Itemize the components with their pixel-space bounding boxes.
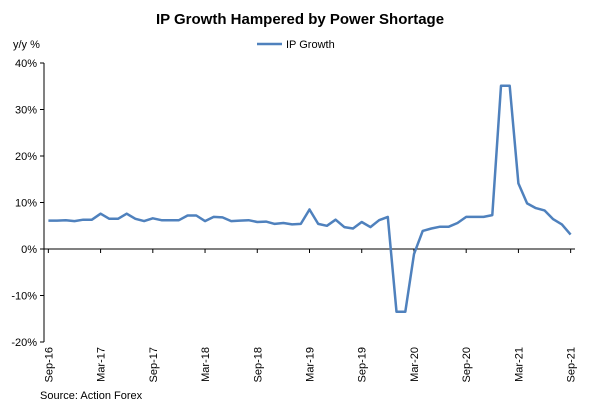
y-tick-label: 10% (15, 198, 37, 210)
x-tick-label: Mar-18 (200, 347, 212, 382)
x-axis: Sep-16 Mar-17 Sep-17 Mar-18 Sep-18 Mar-19 Sep-… (43, 249, 578, 382)
x-tick-label: Sep-19 (357, 347, 369, 382)
x-tick-label: Sep-17 (148, 347, 160, 382)
x-tick-label: Sep-21 (566, 347, 578, 382)
chart-title: IP Growth Hampered by Power Shortage (156, 11, 444, 28)
y-axis: -20% -10% 0% 10% 20% 30% 40% (11, 58, 44, 349)
x-tick-label: Mar-19 (305, 347, 317, 382)
x-tick-label: Sep-16 (43, 347, 55, 382)
series-line-ip-growth (48, 84, 572, 314)
source-note: Source: Action Forex (40, 390, 143, 402)
x-tick-label: Mar-21 (513, 347, 525, 382)
y-tick-label: -10% (11, 291, 37, 303)
y-tick-label: 0% (21, 244, 37, 256)
series-ip-growth (48, 84, 572, 314)
x-tick-label: Mar-17 (96, 347, 108, 382)
x-tick-label: Sep-20 (461, 347, 473, 382)
x-tick-label: Mar-20 (409, 347, 421, 382)
x-tick-label: Sep-18 (252, 347, 264, 382)
legend-label: IP Growth (286, 39, 335, 51)
y-tick-label: 30% (15, 105, 37, 117)
legend: IP Growth (257, 39, 335, 51)
y-tick-label: -20% (11, 337, 37, 349)
y-tick-label: 20% (15, 151, 37, 163)
y-axis-label: y/y % (13, 39, 40, 51)
y-tick-label: 40% (15, 58, 37, 70)
